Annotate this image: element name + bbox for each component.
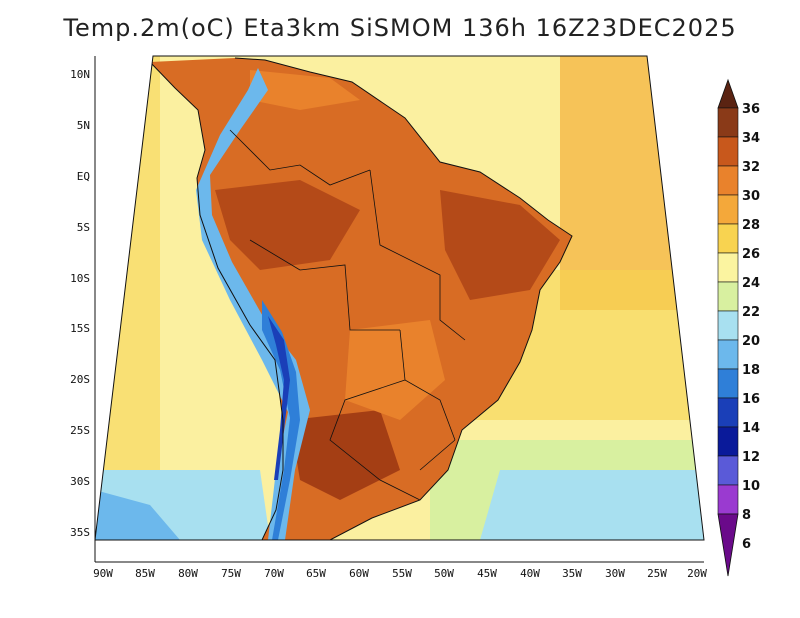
- lon-label: 65W: [306, 567, 326, 580]
- colorbar-label: 18: [742, 363, 760, 378]
- colorbar-label: 32: [742, 160, 760, 175]
- northeast-hot-region: [440, 190, 560, 300]
- colorbar-swatch: [717, 368, 739, 399]
- lon-label: 75W: [221, 567, 241, 580]
- amazon-hot-region: [215, 180, 360, 270]
- colorbar-label: 34: [742, 131, 760, 146]
- lon-label: 60W: [349, 567, 369, 580]
- colorbar-label: 10: [742, 479, 760, 494]
- map-frame: [94, 55, 705, 541]
- lon-label: 45W: [477, 567, 497, 580]
- south-america-land: [150, 58, 572, 540]
- lon-label: 35W: [562, 567, 582, 580]
- longitude-labels: 90W 85W 80W 75W 70W 65W 60W 55W 50W 45W …: [93, 567, 707, 580]
- lon-label: 55W: [392, 567, 412, 580]
- lat-label: 35S: [70, 526, 90, 539]
- colorbar-top-arrow: [717, 78, 739, 109]
- colorbar-swatch: [717, 252, 739, 283]
- colorbar-label: 12: [742, 450, 760, 465]
- colorbar-swatch: [717, 194, 739, 225]
- map-canvas: [95, 56, 704, 540]
- colorbar-label: 22: [742, 305, 760, 320]
- lon-label: 30W: [605, 567, 625, 580]
- lon-label: 50W: [434, 567, 454, 580]
- colorbar-swatch: [717, 310, 739, 341]
- south-pacific-colder: [95, 490, 180, 540]
- lat-label: EQ: [77, 170, 90, 183]
- colorbar-swatch: [717, 426, 739, 457]
- map-title: Temp.2m(oC) Eta3km SiSMOM 136h 16Z23DEC2…: [63, 14, 737, 42]
- colorbar-swatch: [717, 455, 739, 486]
- latitude-labels: 10N 5N EQ 5S 10S 15S 20S 25S 30S 35S: [70, 68, 90, 539]
- lat-label: 10N: [70, 68, 90, 81]
- colorbar-swatch: [717, 165, 739, 196]
- colorbar-label: 20: [742, 334, 760, 349]
- lon-label: 85W: [135, 567, 155, 580]
- colorbar-label: 36: [742, 102, 760, 117]
- lon-label: 80W: [178, 567, 198, 580]
- colorbar: 36 34 32 30 28 26 24 22 20 18 16 14 12 1…: [717, 78, 760, 577]
- coastline: [149, 57, 573, 540]
- lat-label: 5S: [77, 221, 90, 234]
- andes-peaks: [268, 316, 290, 480]
- colorbar-label: 14: [742, 421, 760, 436]
- lon-label: 90W: [93, 567, 113, 580]
- andes-cold-region: [196, 68, 310, 540]
- lat-label: 30S: [70, 475, 90, 488]
- lat-label: 20S: [70, 373, 90, 386]
- country-borders: [229, 129, 466, 501]
- central-warm-region: [345, 320, 445, 420]
- colorbar-swatch: [717, 484, 739, 515]
- colorbar-label: 16: [742, 392, 760, 407]
- colorbar-label: 28: [742, 218, 760, 233]
- colorbar-swatch: [717, 107, 739, 138]
- colorbar-label: 8: [742, 508, 751, 523]
- lat-label: 10S: [70, 272, 90, 285]
- lat-label: 5N: [77, 119, 90, 132]
- colorbar-bottom-arrow: [717, 513, 739, 577]
- lat-label: 25S: [70, 424, 90, 437]
- lon-label: 40W: [520, 567, 540, 580]
- colorbar-label: 26: [742, 247, 760, 262]
- colorbar-swatch: [717, 397, 739, 428]
- andes-coldest-core: [262, 300, 300, 540]
- colorbar-swatch: [717, 339, 739, 370]
- lon-label: 25W: [647, 567, 667, 580]
- lon-label: 20W: [687, 567, 707, 580]
- colorbar-swatch: [717, 281, 739, 312]
- colorbar-label: 30: [742, 189, 760, 204]
- colorbar-swatch: [717, 223, 739, 254]
- south-hot-region: [290, 410, 400, 500]
- colorbar-swatch: [717, 136, 739, 167]
- lat-label: 15S: [70, 322, 90, 335]
- north-coast-warm: [250, 70, 360, 110]
- colorbar-label: 24: [742, 276, 760, 291]
- south-atlantic-colder: [480, 470, 704, 540]
- lon-label: 70W: [264, 567, 284, 580]
- colorbar-label: 6: [742, 537, 751, 552]
